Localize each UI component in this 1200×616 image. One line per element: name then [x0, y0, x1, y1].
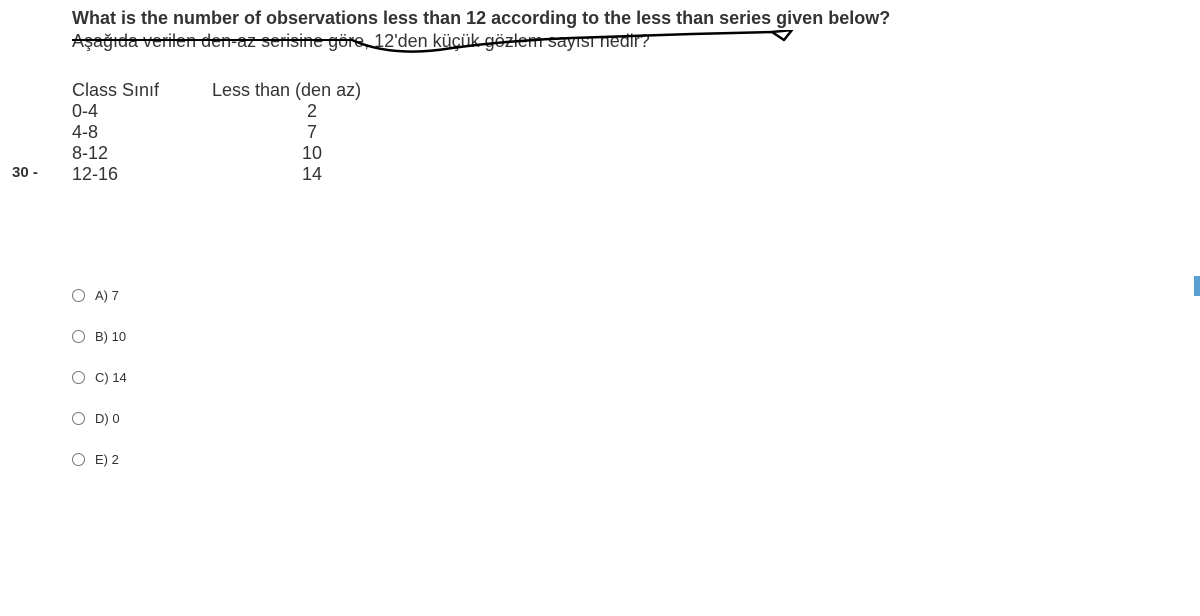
question-text-tr: Aşağıda verilen den-az serisine göre, 12… — [72, 31, 650, 52]
option-d[interactable]: D) 0 — [72, 398, 1184, 439]
radio-icon — [72, 371, 85, 384]
table-row: 8-12 10 — [72, 143, 1184, 164]
table-cell-class: 0-4 — [72, 101, 212, 122]
table-header-lessthan: Less than (den az) — [212, 80, 412, 101]
option-label: C) 14 — [95, 370, 127, 385]
option-c[interactable]: C) 14 — [72, 357, 1184, 398]
option-label: A) 7 — [95, 288, 119, 303]
data-table: Class Sınıf Less than (den az) 0-4 2 4-8… — [72, 80, 1184, 185]
radio-icon — [72, 453, 85, 466]
radio-icon — [72, 289, 85, 302]
scroll-indicator — [1194, 276, 1200, 296]
table-cell-lessthan: 10 — [212, 143, 412, 164]
table-cell-lessthan: 2 — [212, 101, 412, 122]
question-number: 30 - — [12, 164, 38, 181]
answer-options: A) 7 B) 10 C) 14 D) 0 E) 2 — [72, 275, 1184, 480]
table-cell-class: 8-12 — [72, 143, 212, 164]
radio-icon — [72, 412, 85, 425]
option-e[interactable]: E) 2 — [72, 439, 1184, 480]
option-label: E) 2 — [95, 452, 119, 467]
option-label: D) 0 — [95, 411, 120, 426]
option-label: B) 10 — [95, 329, 126, 344]
table-row: 0-4 2 — [72, 101, 1184, 122]
question-text-en: What is the number of observations less … — [72, 8, 1184, 29]
radio-icon — [72, 330, 85, 343]
table-cell-class: 4-8 — [72, 122, 212, 143]
table-row: 4-8 7 — [72, 122, 1184, 143]
table-cell-class: 12-16 — [72, 164, 212, 185]
option-b[interactable]: B) 10 — [72, 316, 1184, 357]
table-header-class: Class Sınıf — [72, 80, 212, 101]
table-cell-lessthan: 7 — [212, 122, 412, 143]
table-row: 12-16 14 — [72, 164, 1184, 185]
option-a[interactable]: A) 7 — [72, 275, 1184, 316]
table-cell-lessthan: 14 — [212, 164, 412, 185]
